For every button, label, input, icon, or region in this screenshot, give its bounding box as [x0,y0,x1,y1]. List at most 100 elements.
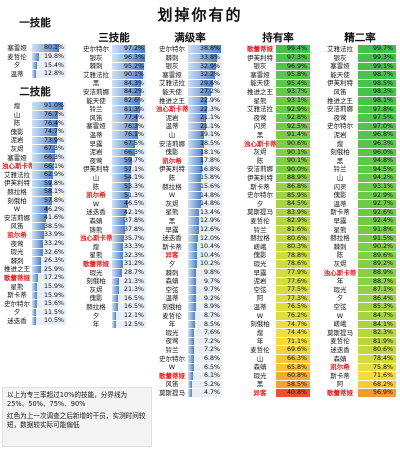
ownership-operator-name: 年 [256,337,264,346]
maxlevel-value-bar [188,122,206,131]
skill2-operator-name: 灰烬 [10,145,24,153]
ownership-value-label: 81.6% [286,225,307,233]
footnote-line-2: 红色为上一次调查之后新增的干员，实测时间较短，数据较实际可能偏低 [7,412,146,429]
maxlevel-value-bar [188,225,199,234]
elite2-value-bar [358,208,396,217]
maxlevel-value-bar [188,311,196,320]
maxlevel-operator-name: 温蒂 [165,122,179,131]
elite2-row: 煌 96.3% [322,140,396,148]
elite2-value-bar [358,217,396,225]
ownership-value-label: 76.2% [286,311,307,319]
elite2-row: 嵯峨 84.1% [322,320,396,328]
maxlevel-operator-name: 灰烬 [165,199,179,208]
skill3-value-bar [112,122,138,131]
ownership-row: 刻俄柏 74.7% [244,320,310,328]
skill3-operator-name: 傀影 [89,294,103,303]
skill2-operator-name: 凯尔希 [7,231,27,239]
maxlevel-operator-name: 夕 [168,260,176,268]
ownership-value-bar [276,62,310,71]
skill2-operator-name: 傀影 [10,127,24,136]
skill2-value-label: 38.5% [43,222,64,230]
elite2-value-cell: 90.2% [358,243,396,251]
ownership-value-label: 90.1% [286,157,307,165]
skill2-value-cell: 38.5% [32,222,66,231]
skill2-operator-name: 艾雅法拉 [4,170,30,179]
skill1-row: 夕 15.4% [2,61,66,69]
ownership-value-cell: 77.6% [276,277,310,286]
ownership-operator-name: 麦哲伦 [250,217,270,225]
elite2-value-cell: 78.4% [358,354,396,363]
skill2-operator-name: 星熊 [10,282,24,291]
ownership-value-bar [276,148,310,157]
ownership-value-bar [276,114,310,122]
skill2-value-label: 57.8% [43,196,64,204]
skill3-value-label: 90.1% [123,71,144,79]
skill2-value-label: 33.9% [43,231,64,239]
ownership-value-label: 80.3% [286,243,307,251]
elite2-operator-name: W [336,311,344,320]
skill2-row: 斯卡蒂 15.9% [2,291,66,299]
maxlevel-value-label: 6.5% [204,363,220,371]
maxlevel-operator-name: 史尔特尔 [159,354,185,363]
ownership-operator-name: 艾雅法拉 [247,105,273,114]
skill3-value-bar [112,165,132,174]
maxlevel-value-label: 15.6% [199,182,220,190]
elite2-row: 山 94.2% [322,174,396,182]
skill2-value-bar [32,136,58,145]
maxlevel-value-bar [188,79,214,88]
skill3-row: 歌蕾蒂娅 31.2% [80,260,146,268]
skill3-row: 伊芙利特 57.1% [80,165,146,173]
maxlevel-row: 歌蕾蒂娅 6.1% [156,372,222,380]
maxlevel-operator-name: 赫拉格 [162,182,182,191]
elite2-value-label: 91.8% [372,225,393,233]
skill2-value-label: 66.1% [43,162,64,170]
ownership-value-cell: 95.4% [276,79,310,88]
ownership-row: 银灰 96.9% [244,62,310,70]
skill3-operator-name: 夕 [92,311,100,320]
ownership-value-bar [276,200,310,208]
ownership-value-label: 69.6% [286,346,307,354]
maxlevel-value-label: 27.2% [199,88,220,96]
ownership-value-label: 86.8% [286,182,307,190]
maxlevel-value-cell: 7.2% [188,337,222,346]
maxlevel-value-cell: 22.3% [188,105,222,114]
maxlevel-value-cell: 5.2% [188,380,222,389]
skill3-value-bar [112,311,117,320]
skill2-value-bar [32,231,44,239]
ownership-value-bar [276,320,310,329]
elite2-value-bar [358,157,396,165]
ownership-row: 麦哲伦 82.9% [244,217,310,225]
maxlevel-value-cell: 9.7% [188,277,222,286]
maxlevel-row: 瑕光 7.6% [156,329,222,337]
elite2-row: 伊芙利特 98.5% [322,79,396,87]
maxlevel-value-bar [188,234,199,243]
maxlevel-operator-name: 塞雷娅 [162,70,182,79]
skill3-value-bar [112,79,141,88]
skill2-value-cell: 33.2% [32,239,66,248]
skill3-value-bar [112,139,135,148]
ownership-operator-name: 伊芙利特 [247,174,273,182]
elite2-row: 赫拉格 91.5% [322,234,396,242]
maxlevel-row: 夕 10.2% [156,260,222,268]
skill2-value-bar [32,171,54,179]
elite2-value-label: 94.8% [372,157,393,165]
skill3-value-label: 16.5% [123,294,144,302]
skill1-value-label: 15.4% [43,61,64,69]
maxlevel-value-label: 22.3% [199,105,220,113]
maxlevel-row: 泥岩 21.1% [156,114,222,122]
elite2-operator-name: 浊心斯卡蒂 [323,268,357,277]
skill3-value-cell: 81.3% [112,105,146,114]
skill3-value-bar [112,234,125,243]
maxlevel-value-label: 13.4% [199,208,220,216]
skill3-operator-name: 刻俄柏 [86,277,106,286]
skill3-value-label: 33.3% [123,243,144,251]
skill2-value-cell: 11.5% [32,308,66,317]
elite2-value-label: 82.3% [372,329,393,337]
skill2-value-bar [32,119,58,128]
elite2-value-cell: 88.7% [358,277,396,286]
maxlevel-value-label: 38.8% [199,45,220,53]
skill2-value-cell: 66.1% [32,162,66,171]
maxlevel-operator-name: 山 [168,131,176,139]
ownership-value-label: 99.4% [286,45,307,53]
ownership-operator-name: 星熊 [253,96,267,105]
